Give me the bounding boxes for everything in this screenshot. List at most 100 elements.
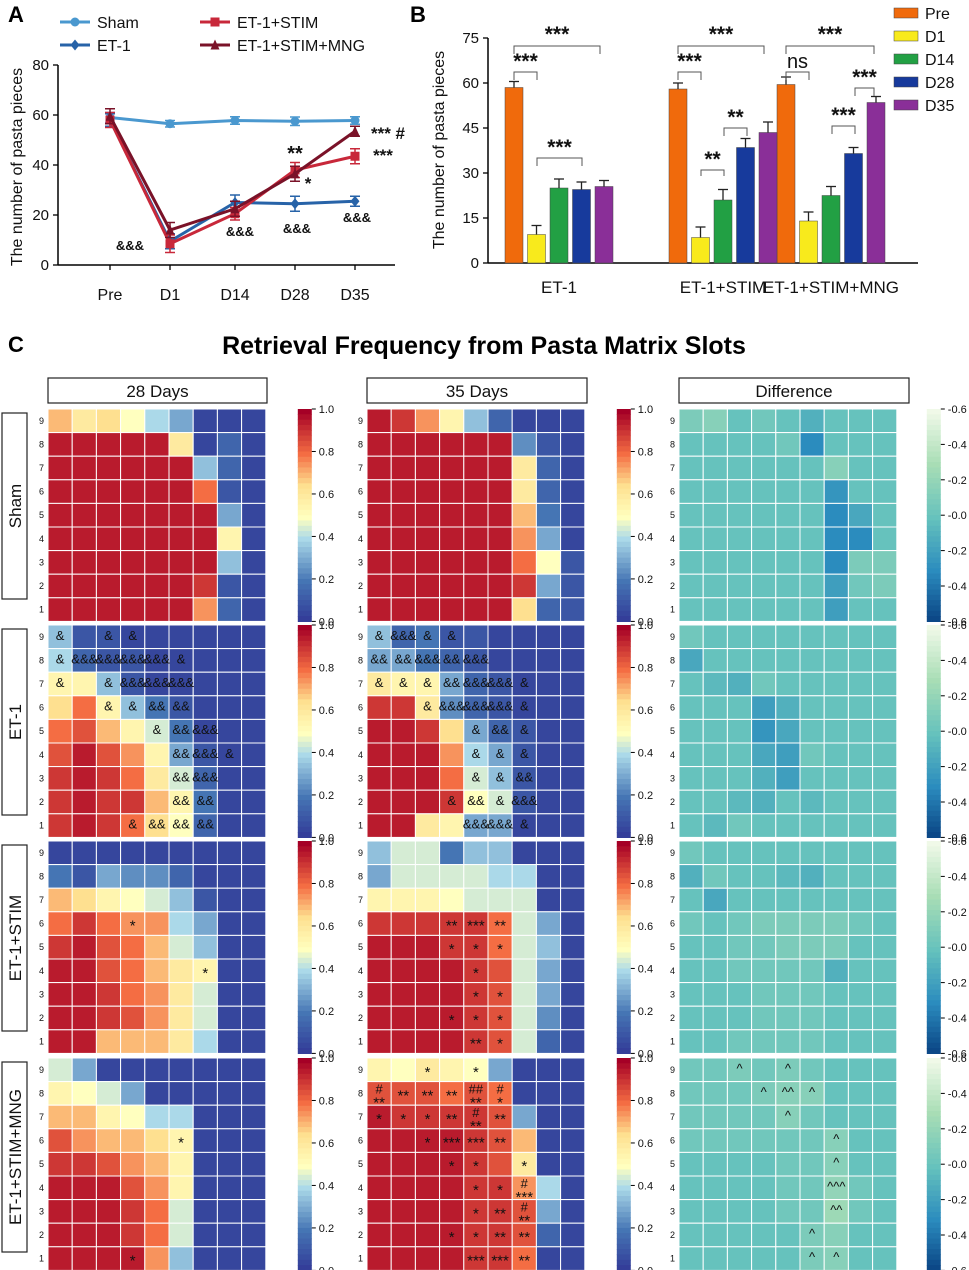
heatmap-cell (872, 1175, 898, 1201)
data-point (290, 198, 300, 210)
significance-label: ** (727, 106, 744, 129)
heatmap-cell (560, 671, 586, 697)
y-tick-label: 9 (39, 632, 44, 642)
heatmap-cell (726, 526, 753, 552)
heatmap-cell (872, 479, 898, 504)
heatmap-cell (487, 958, 513, 984)
colorbar-segment (616, 562, 631, 569)
heatmap-cell (847, 695, 874, 720)
heatmap-cell (439, 432, 465, 457)
cell-significance-label: & (520, 722, 529, 737)
heatmap-cell (823, 455, 849, 481)
colorbar-segment (926, 1100, 941, 1107)
cell-significance-label: & (128, 817, 137, 832)
heatmap-cell (847, 911, 874, 936)
heatmap-cell (702, 526, 728, 552)
heatmap-cell (751, 813, 777, 838)
colorbar-segment (297, 1111, 312, 1118)
colorbar-tick-label: 0.4 (638, 531, 653, 543)
heatmap-cell (511, 479, 537, 504)
colorbar-segment (297, 846, 312, 853)
legend-swatch (893, 30, 919, 42)
y-tick-label: 6 (39, 1136, 44, 1146)
cell-significance-label: ** (470, 1094, 482, 1111)
colorbar-segment (616, 1079, 631, 1086)
row-header: ET-1+STIM+MNG (6, 1089, 25, 1225)
colorbar-tick-label: 0.6 (319, 489, 334, 501)
colorbar-segment (297, 1042, 312, 1049)
heatmap-cell (726, 455, 753, 481)
colorbar-segment (297, 715, 312, 722)
y-tick-label: 7 (358, 463, 363, 473)
heatmap-cell (192, 1057, 218, 1083)
heatmap-cell (366, 695, 392, 720)
colorbar-segment (926, 851, 941, 858)
heatmap-cell (535, 1222, 562, 1248)
heatmap-cell (71, 1104, 97, 1130)
colorbar-segment (616, 888, 631, 895)
colorbar-tick-label: -0.2 (948, 762, 967, 774)
heatmap-cell (241, 455, 267, 481)
y-tick-label: 1 (39, 821, 44, 831)
heatmap-cell (71, 1199, 97, 1224)
heatmap-cell (120, 742, 146, 768)
bar (668, 88, 688, 264)
heatmap-cell (216, 1246, 243, 1270)
colorbar-tick-label: 0.4 (638, 1180, 653, 1192)
colorbar-segment (616, 536, 631, 543)
heatmap-cell (241, 718, 267, 744)
heatmap-cell (678, 1104, 704, 1130)
heatmap-cell (535, 1246, 562, 1270)
heatmap-cell (216, 766, 243, 791)
heatmap-cell (120, 789, 146, 815)
colorbar-segment (616, 1105, 631, 1112)
legend-swatch (893, 53, 919, 65)
colorbar-segment (616, 1201, 631, 1208)
cell-significance-label: ^^ (782, 1084, 795, 1099)
heatmap-cell (216, 958, 243, 984)
cell-significance-label: * (202, 965, 208, 982)
heatmap-cell (702, 432, 728, 457)
colorbar-segment (297, 731, 312, 738)
heatmap-cell (390, 1246, 416, 1270)
colorbar-segment (616, 1058, 631, 1064)
y-tick-label: 4 (39, 534, 44, 544)
heatmap-cell (71, 840, 97, 866)
colorbar-segment (297, 1164, 312, 1171)
colorbar-tick-label: -0.6 (948, 404, 967, 416)
significance-bracket (677, 45, 765, 54)
heatmap-cell (463, 864, 489, 889)
heatmap-cell (487, 597, 513, 622)
colorbar-segment (297, 968, 312, 975)
colorbar-segment (297, 1073, 312, 1080)
cell-significance-label: & (496, 793, 505, 808)
heatmap-cell (560, 742, 586, 768)
heatmap-cell (144, 1029, 170, 1054)
y-tick-label: 8 (670, 439, 675, 449)
heatmap-cell (702, 408, 728, 434)
heatmap-cell (775, 934, 801, 960)
heatmap-cell (241, 1081, 267, 1106)
heatmap-cell (799, 479, 825, 504)
colorbar-segment (926, 704, 941, 711)
heatmap-cell (872, 1005, 898, 1031)
colorbar-segment (616, 904, 631, 911)
heatmap-cell (775, 573, 801, 599)
cell-significance-label: ** (494, 918, 506, 935)
heatmap-cell (751, 934, 777, 960)
colorbar-segment (616, 1153, 631, 1160)
heatmap-cell (366, 408, 392, 434)
heatmap-cell (168, 1057, 194, 1083)
heatmap-cell (144, 766, 170, 791)
heatmap-cell (535, 1029, 562, 1054)
colorbar-segment (297, 1095, 312, 1102)
heatmap-cell (366, 982, 392, 1007)
heatmap-cell (366, 1222, 392, 1248)
cell-significance-label: * (497, 1012, 503, 1029)
heatmap-cell (823, 1081, 849, 1106)
cell-significance-label: & (56, 675, 65, 690)
colorbar-segment (297, 1174, 312, 1181)
heatmap-cell (511, 982, 537, 1007)
significance-label: &&& (283, 221, 311, 236)
y-tick-label: 1 (358, 1254, 363, 1264)
